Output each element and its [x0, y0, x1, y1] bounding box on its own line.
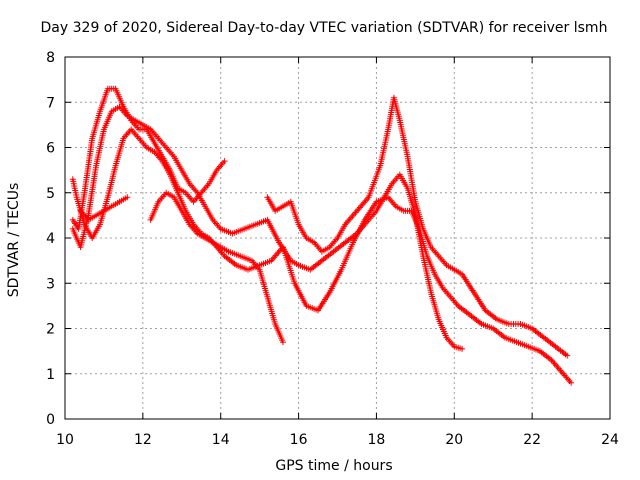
series-line — [149, 192, 284, 343]
series-trace-5 — [264, 94, 571, 359]
x-tick-label: 12 — [134, 432, 152, 448]
y-tick-label: 6 — [46, 141, 55, 157]
series-trace-1 — [69, 85, 228, 232]
x-tick-label: 10 — [56, 432, 74, 448]
series-markers — [147, 189, 286, 346]
series-trace-2 — [69, 103, 466, 352]
series-trace-6 — [77, 194, 131, 223]
y-tick-labels: 0 1 2 3 4 5 6 7 8 — [46, 50, 55, 428]
x-axis-label: GPS time / hours — [275, 458, 392, 474]
chart-title: Day 329 of 2020, Sidereal Day-to-day VTE… — [41, 20, 608, 36]
x-tick-labels: 10 12 14 16 18 20 22 24 — [56, 432, 619, 448]
x-tick-label: 18 — [368, 432, 386, 448]
series-markers — [69, 103, 466, 352]
series-markers — [77, 194, 131, 223]
y-tick-label: 4 — [46, 231, 55, 247]
series-layer — [69, 85, 575, 386]
series-markers — [69, 85, 228, 232]
x-tick-label: 16 — [290, 432, 308, 448]
y-tick-label: 3 — [46, 276, 55, 292]
ticks — [64, 56, 611, 420]
y-tick-label: 0 — [46, 412, 55, 428]
x-tick-label: 22 — [523, 432, 541, 448]
y-axis-label: SDTVAR / TECUs — [6, 183, 22, 298]
series-line — [72, 106, 463, 350]
series-trace-3 — [69, 126, 575, 386]
x-tick-label: 14 — [212, 432, 230, 448]
y-tick-label: 2 — [46, 322, 55, 338]
series-line — [72, 128, 572, 384]
x-tick-label: 24 — [601, 432, 619, 448]
y-tick-label: 7 — [46, 95, 55, 111]
series-markers — [69, 126, 575, 386]
x-tick-label: 20 — [445, 432, 463, 448]
y-tick-label: 1 — [46, 367, 55, 383]
y-tick-label: 8 — [46, 50, 55, 66]
y-tick-label: 5 — [46, 186, 55, 202]
series-markers — [264, 94, 571, 359]
series-trace-4 — [147, 189, 286, 346]
